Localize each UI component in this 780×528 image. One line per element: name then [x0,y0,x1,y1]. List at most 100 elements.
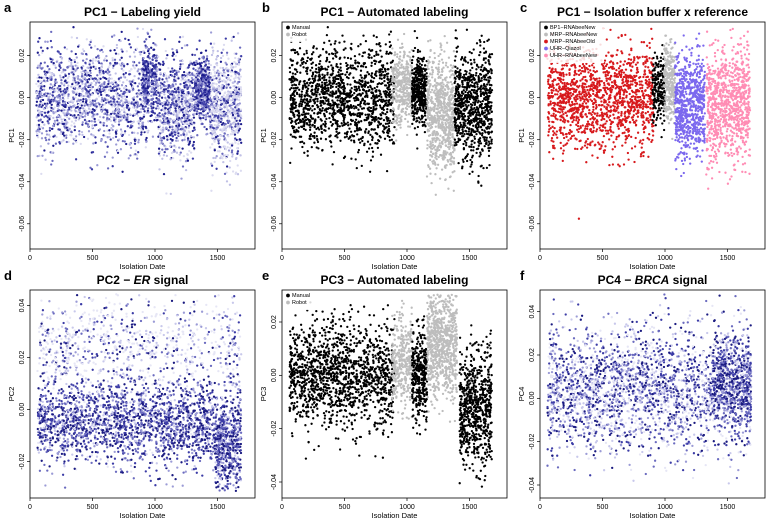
point [183,82,185,84]
point [104,156,106,158]
point [182,122,184,124]
point [52,84,54,86]
point [113,98,115,100]
point [389,120,391,122]
point [130,68,132,70]
point [137,102,139,104]
point [226,54,228,56]
point [332,57,334,59]
point [205,114,207,116]
y-tick-label: 0.02 [19,49,26,63]
point [142,28,144,30]
point [225,148,227,150]
point [105,109,107,111]
point [306,60,308,62]
point [363,77,365,79]
point [165,85,167,87]
point [336,63,338,65]
point [362,92,364,94]
point [389,46,391,48]
point [75,119,77,121]
point [190,109,192,111]
point [212,118,214,120]
point [314,101,316,103]
point [209,121,211,123]
point [192,157,194,159]
point [196,113,198,115]
point [57,115,59,117]
point [35,104,37,106]
point [171,67,173,69]
point [165,77,167,79]
point [66,116,68,118]
point [309,82,311,84]
point [156,114,158,116]
point [294,87,296,89]
point [355,86,357,88]
point [36,133,38,135]
point [136,157,138,159]
point [226,52,228,54]
point [110,127,112,129]
point [317,141,319,143]
point [216,108,218,110]
point [209,146,211,148]
point [149,73,151,75]
point [68,75,70,77]
point [366,71,368,73]
point [194,73,196,75]
point [292,135,294,137]
point [374,128,376,130]
point [354,62,356,64]
point [378,42,380,44]
point [140,129,142,131]
point [52,117,54,119]
point [73,116,75,118]
point [220,57,222,59]
point [238,78,240,80]
point [196,134,198,136]
point [96,74,98,76]
point [50,31,52,33]
point [79,79,81,81]
point [178,91,180,93]
point [313,132,315,134]
point [335,65,337,67]
point [308,124,310,126]
point [240,75,242,77]
point [226,165,228,167]
point [305,62,307,64]
point [137,36,139,38]
point [215,106,217,108]
point [131,86,133,88]
point [311,67,313,69]
point [70,50,72,52]
point [233,61,235,63]
point [63,82,65,84]
point [308,95,310,97]
point [341,125,343,127]
point [108,132,110,134]
point [163,93,165,95]
point [61,104,63,106]
point [370,110,372,112]
point [98,62,100,64]
point [74,125,76,127]
point [104,91,106,93]
point [357,113,359,115]
point [47,122,49,124]
point [41,96,43,98]
point [183,76,185,78]
point [354,124,356,126]
point [164,38,166,40]
point [330,43,332,45]
point [162,123,164,125]
point [356,88,358,90]
point [96,48,98,50]
point [174,80,176,82]
point [136,48,138,50]
point [313,45,315,47]
point [189,100,191,102]
point [230,75,232,77]
point [234,71,236,73]
